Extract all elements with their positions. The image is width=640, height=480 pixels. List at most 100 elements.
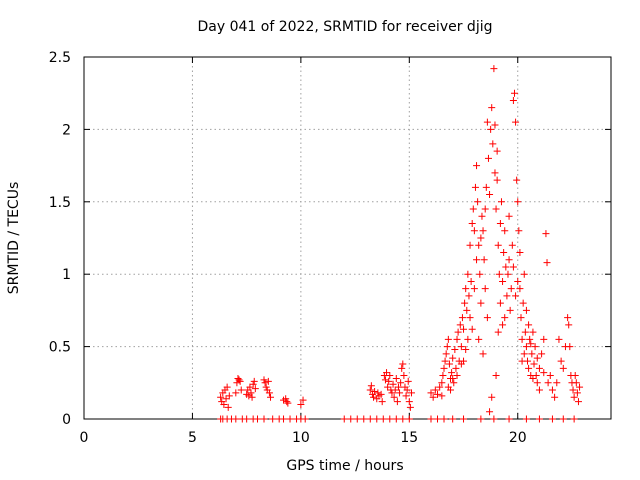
data-point — [366, 415, 374, 423]
data-point — [450, 379, 458, 387]
data-point — [469, 205, 477, 213]
data-point — [248, 393, 256, 401]
data-point — [383, 369, 391, 377]
data-point — [261, 379, 269, 387]
data-point — [468, 220, 476, 228]
data-point — [436, 383, 444, 391]
data-point — [449, 415, 457, 423]
data-point — [449, 374, 457, 382]
y-tick-label: 0 — [62, 412, 71, 428]
data-point — [551, 393, 559, 401]
data-point — [269, 415, 277, 423]
data-point — [557, 357, 565, 365]
data-point — [544, 379, 552, 387]
data-point — [220, 401, 228, 409]
x-tick-label: 15 — [400, 430, 418, 446]
data-point — [448, 369, 456, 377]
data-point — [460, 415, 468, 423]
axis-ticks: 0 5 10 15 20 0 0.5 1 1.5 2 2.5 — [49, 50, 611, 446]
data-point — [505, 212, 513, 220]
data-point — [262, 383, 270, 391]
data-point — [553, 379, 561, 387]
data-point — [540, 335, 548, 343]
data-point — [516, 248, 524, 256]
data-point — [434, 390, 442, 398]
data-point — [247, 389, 255, 397]
data-point — [505, 256, 513, 264]
data-point — [535, 386, 543, 394]
data-point — [440, 364, 448, 372]
data-point — [250, 377, 258, 385]
data-point — [494, 241, 502, 249]
data-point — [519, 299, 527, 307]
data-point — [521, 328, 529, 336]
data-point — [442, 350, 450, 358]
data-point — [574, 398, 582, 406]
data-point — [488, 393, 496, 401]
data-point — [461, 299, 469, 307]
data-point — [478, 212, 486, 220]
data-point — [484, 154, 492, 162]
data-point — [251, 385, 259, 393]
data-point — [491, 169, 499, 177]
data-point — [548, 386, 556, 394]
data-point — [264, 377, 272, 385]
data-point — [525, 321, 533, 329]
data-point — [386, 372, 394, 380]
data-point — [260, 376, 268, 384]
data-point — [573, 389, 581, 397]
data-point — [249, 380, 257, 388]
data-point — [494, 328, 502, 336]
data-point — [527, 340, 535, 348]
data-point — [232, 389, 240, 397]
data-point — [465, 292, 473, 300]
data-point — [510, 89, 518, 97]
data-point — [470, 227, 478, 235]
data-point — [491, 121, 499, 129]
plot-frame — [83, 56, 612, 420]
data-point — [454, 328, 462, 336]
y-axis-label: SRMTID / TECUs — [6, 182, 22, 295]
data-point — [466, 241, 474, 249]
data-point — [370, 393, 378, 401]
data-point — [460, 325, 468, 333]
data-point — [385, 377, 393, 385]
data-point — [388, 389, 396, 397]
data-point — [405, 415, 413, 423]
data-point — [402, 392, 410, 400]
data-point — [397, 379, 405, 387]
y-tick-label: 0.5 — [49, 340, 71, 356]
data-point — [407, 389, 415, 397]
data-point — [571, 372, 579, 380]
data-point — [482, 183, 490, 191]
data-point — [520, 350, 528, 358]
data-point — [528, 350, 536, 358]
data-point — [434, 415, 442, 423]
data-point — [463, 306, 471, 314]
data-point — [471, 183, 479, 191]
data-point — [237, 386, 245, 394]
data-point — [444, 383, 452, 391]
data-point — [236, 377, 244, 385]
data-point — [542, 230, 550, 238]
data-point — [522, 415, 530, 423]
data-point — [518, 357, 526, 365]
data-point — [481, 205, 489, 213]
data-point — [467, 277, 475, 285]
data-point — [476, 270, 484, 278]
data-point — [468, 325, 476, 333]
data-point — [456, 321, 464, 329]
data-point — [396, 389, 404, 397]
data-point — [283, 398, 291, 406]
data-point — [477, 415, 485, 423]
data-point — [526, 335, 534, 343]
data-point — [480, 256, 488, 264]
data-point — [477, 234, 485, 242]
data-point — [353, 415, 361, 423]
data-point — [404, 377, 412, 385]
data-point — [548, 415, 556, 423]
y-tick-label: 2.5 — [49, 50, 71, 66]
data-point — [301, 415, 309, 423]
data-point — [502, 263, 510, 271]
data-point — [398, 364, 406, 372]
